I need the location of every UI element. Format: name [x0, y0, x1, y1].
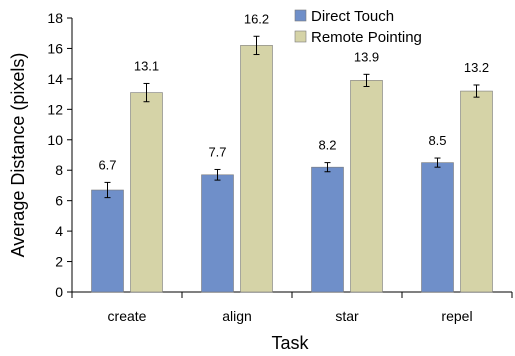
x-axis-title: Task — [271, 333, 309, 353]
data-label: 13.9 — [354, 49, 379, 64]
bar — [91, 189, 124, 293]
bar — [201, 174, 234, 293]
data-label: 8.2 — [318, 138, 336, 153]
x-tick-label: align — [222, 308, 252, 324]
data-label: 6.7 — [98, 157, 116, 172]
y-tick-label: 12 — [47, 101, 63, 117]
y-axis-title: Average Distance (pixels) — [8, 53, 28, 258]
legend-label: Direct Touch — [311, 8, 394, 25]
bar — [350, 80, 383, 293]
y-tick-label: 16 — [47, 40, 63, 56]
bar — [240, 45, 273, 293]
bar — [460, 90, 493, 293]
y-tick-label: 4 — [55, 223, 63, 239]
data-label: 13.2 — [464, 60, 489, 75]
y-tick-label: 2 — [55, 254, 63, 270]
legend-swatch — [294, 30, 307, 43]
bar — [130, 92, 163, 293]
y-tick-label: 10 — [47, 132, 63, 148]
x-tick-label: create — [108, 308, 147, 324]
x-tick-label: star — [335, 308, 359, 324]
x-tick-label: repel — [441, 308, 472, 324]
legend-swatch — [294, 9, 307, 22]
data-label: 8.5 — [428, 133, 446, 148]
y-tick-label: 0 — [55, 284, 63, 300]
bar — [311, 166, 344, 293]
bar — [421, 162, 454, 293]
legend-label: Remote Pointing — [311, 29, 422, 46]
data-label: 7.7 — [208, 144, 226, 159]
data-label: 16.2 — [244, 11, 269, 26]
y-tick-label: 18 — [47, 10, 63, 26]
data-label: 13.1 — [134, 58, 159, 73]
y-tick-label: 6 — [55, 193, 63, 209]
y-tick-label: 14 — [47, 71, 63, 87]
y-tick-label: 8 — [55, 162, 63, 178]
